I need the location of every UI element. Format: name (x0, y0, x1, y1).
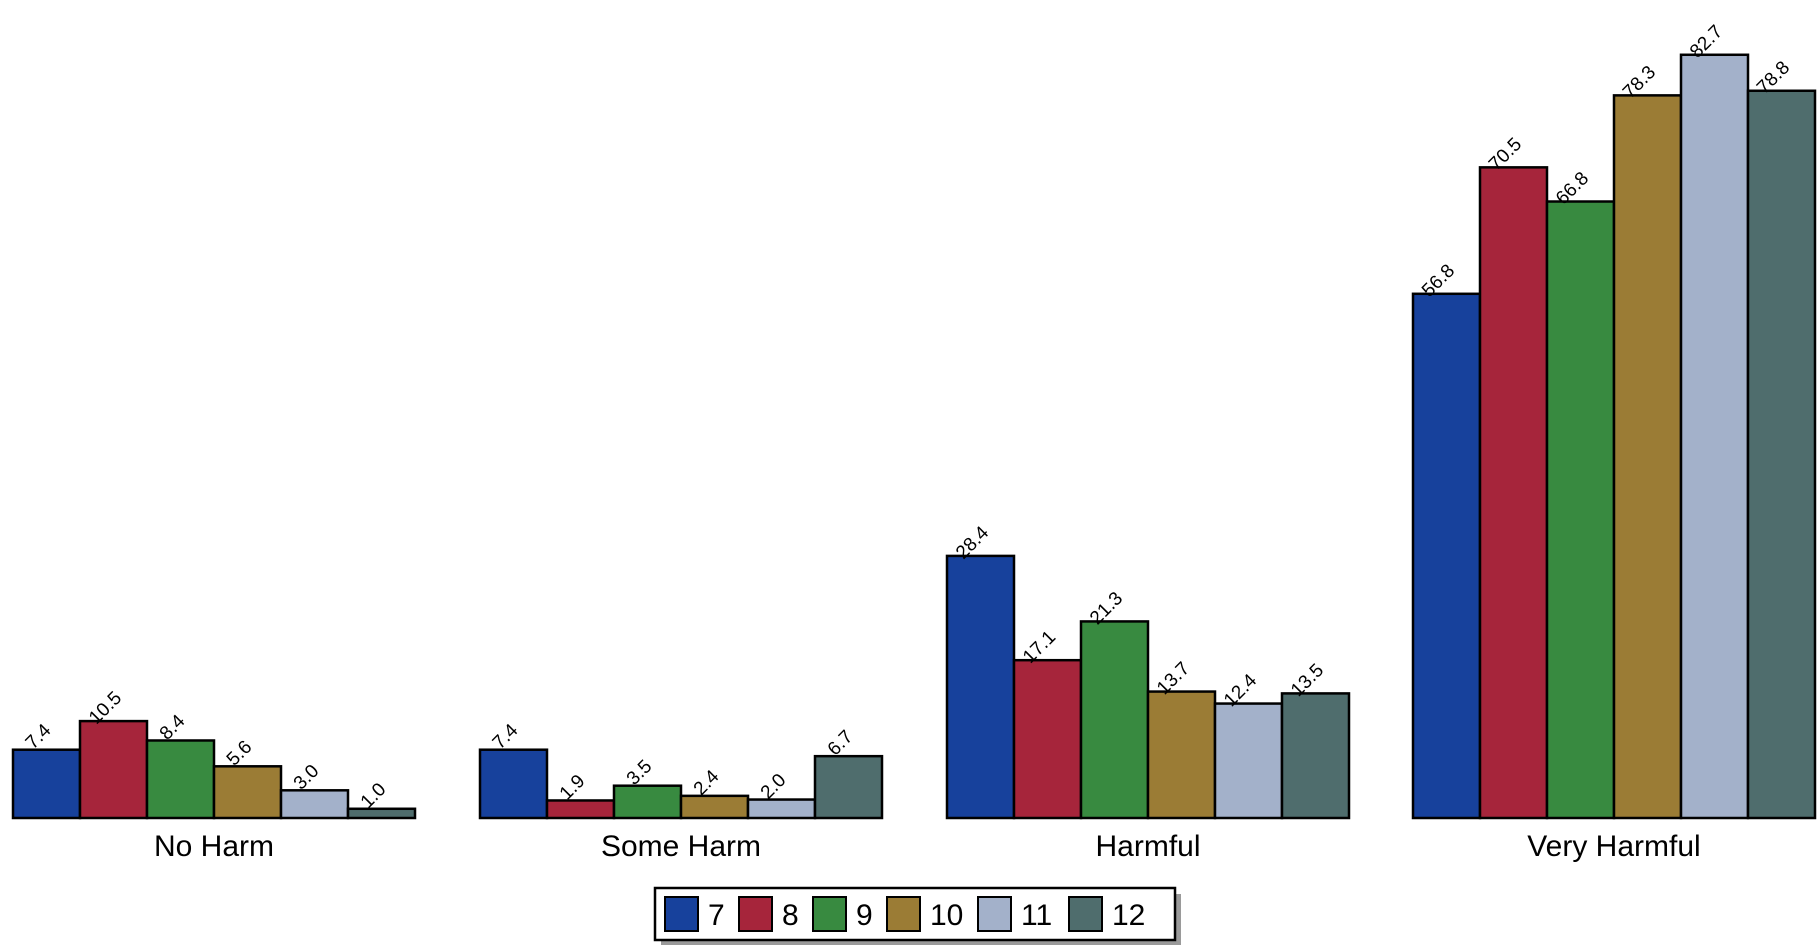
legend-label-9: 9 (856, 899, 873, 932)
bar-harmful-12 (1280, 692, 1351, 820)
category-label-harmful: Harmful (1095, 830, 1200, 863)
bar-no-harm-9 (145, 739, 216, 820)
bar-no-harm-12 (346, 807, 417, 820)
bar-some-harm-11 (746, 798, 817, 820)
bar-some-harm-7 (478, 748, 549, 820)
legend-swatch-9 (812, 896, 847, 932)
legend-swatch-10 (886, 896, 921, 932)
legend-swatch-11 (977, 896, 1012, 932)
bar-very-harmful-12 (1746, 89, 1817, 820)
bar-harmful-11 (1213, 702, 1284, 820)
bar-some-harm-8 (545, 799, 616, 820)
legend-label-10: 10 (930, 899, 963, 932)
legend-label-12: 12 (1112, 899, 1145, 932)
legend-label-11: 11 (1021, 899, 1052, 932)
bar-harmful-7 (945, 554, 1016, 820)
bar-no-harm-8 (78, 719, 149, 820)
category-label-no-harm: No Harm (154, 830, 274, 863)
legend-swatch-12 (1068, 896, 1103, 932)
bar-some-harm-10 (679, 794, 750, 820)
bar-no-harm-7 (11, 748, 82, 820)
bar-very-harmful-11 (1679, 53, 1750, 820)
bar-some-harm-12 (813, 754, 884, 820)
bar-very-harmful-9 (1545, 200, 1616, 820)
bar-very-harmful-10 (1612, 94, 1683, 820)
bar-some-harm-9 (612, 784, 683, 820)
bar-no-harm-11 (279, 789, 350, 820)
legend: 7 8 9 10 11 12 (653, 886, 1181, 945)
bar-harmful-9 (1079, 620, 1150, 820)
category-labels-layer: No Harm Some Harm Harmful Very Harmful (154, 830, 1701, 863)
legend-swatch-7 (664, 896, 699, 932)
bar-harmful-10 (1146, 690, 1217, 820)
legend-swatch-8 (738, 896, 773, 932)
bar-very-harmful-7 (1411, 292, 1482, 820)
bar-no-harm-10 (212, 765, 283, 820)
bars-layer (11, 53, 1817, 820)
bar-harmful-8 (1012, 658, 1083, 820)
legend-label-7: 7 (708, 899, 725, 932)
legend-items: 7 8 9 10 11 12 (664, 896, 1145, 932)
legend-label-8: 8 (782, 899, 799, 932)
category-label-very-harmful: Very Harmful (1527, 830, 1700, 863)
bar-very-harmful-8 (1478, 166, 1549, 820)
category-label-some-harm: Some Harm (601, 830, 761, 863)
